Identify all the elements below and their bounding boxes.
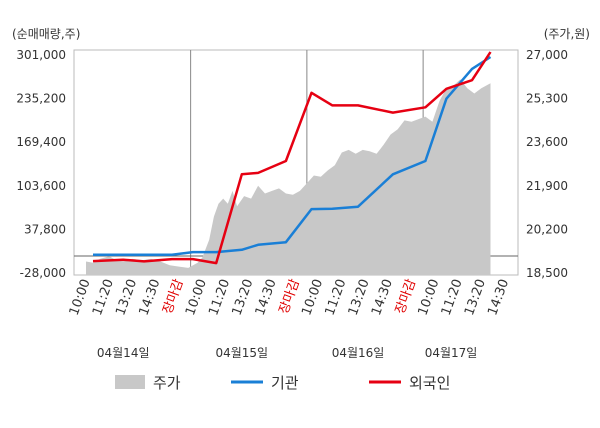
legend-label-foreign: 외국인: [409, 374, 450, 392]
date-label: 04월17일: [425, 346, 478, 360]
x-tick-label: 장마감: [393, 277, 419, 316]
left-tick-label: 103,600: [16, 179, 66, 193]
x-tick-label: 14:30: [485, 277, 512, 317]
legend-swatch-price: [115, 375, 145, 389]
legend-label-institution: 기관: [271, 374, 299, 392]
left-tick-label: 235,200: [16, 92, 66, 106]
right-axis-unit-label: (주가,원): [544, 27, 590, 41]
right-tick-label: 23,600: [526, 135, 568, 149]
right-tick-label: 25,300: [526, 92, 568, 106]
right-tick-label: 27,000: [526, 48, 568, 62]
institution-line-series: [93, 55, 492, 257]
left-tick-label: 37,800: [24, 222, 66, 236]
left-tick-label: -28,000: [20, 266, 66, 280]
legend: 주가 기관 외국인: [115, 374, 450, 392]
price-area-series: [86, 79, 491, 276]
legend-label-price: 주가: [153, 374, 181, 392]
x-axis-ticks: 10:0011:2013:2014:30장마감10:0011:2013:2014…: [67, 277, 512, 317]
x-tick-label: 장마감: [160, 277, 186, 316]
date-label: 04월15일: [215, 346, 268, 360]
x-tick-label: 장마감: [277, 277, 303, 316]
date-label: 04월16일: [332, 346, 385, 360]
date-labels: 04월14일 04월15일 04월16일 04월17일: [97, 346, 477, 360]
right-tick-label: 21,900: [526, 179, 568, 193]
right-axis-ticks: 27,000 25,300 23,600 21,900 20,200 18,500: [526, 48, 568, 280]
right-tick-label: 20,200: [526, 222, 568, 236]
left-tick-label: 169,400: [16, 135, 66, 149]
date-label: 04월14일: [97, 346, 150, 360]
left-tick-label: 301,000: [16, 48, 66, 62]
right-tick-label: 18,500: [526, 266, 568, 280]
left-axis-unit-label: (순매매량,주): [12, 27, 80, 41]
left-axis-ticks: 301,000 235,200 169,400 103,600 37,800 -28,00…: [16, 48, 66, 280]
foreign-line-series: [92, 51, 492, 265]
